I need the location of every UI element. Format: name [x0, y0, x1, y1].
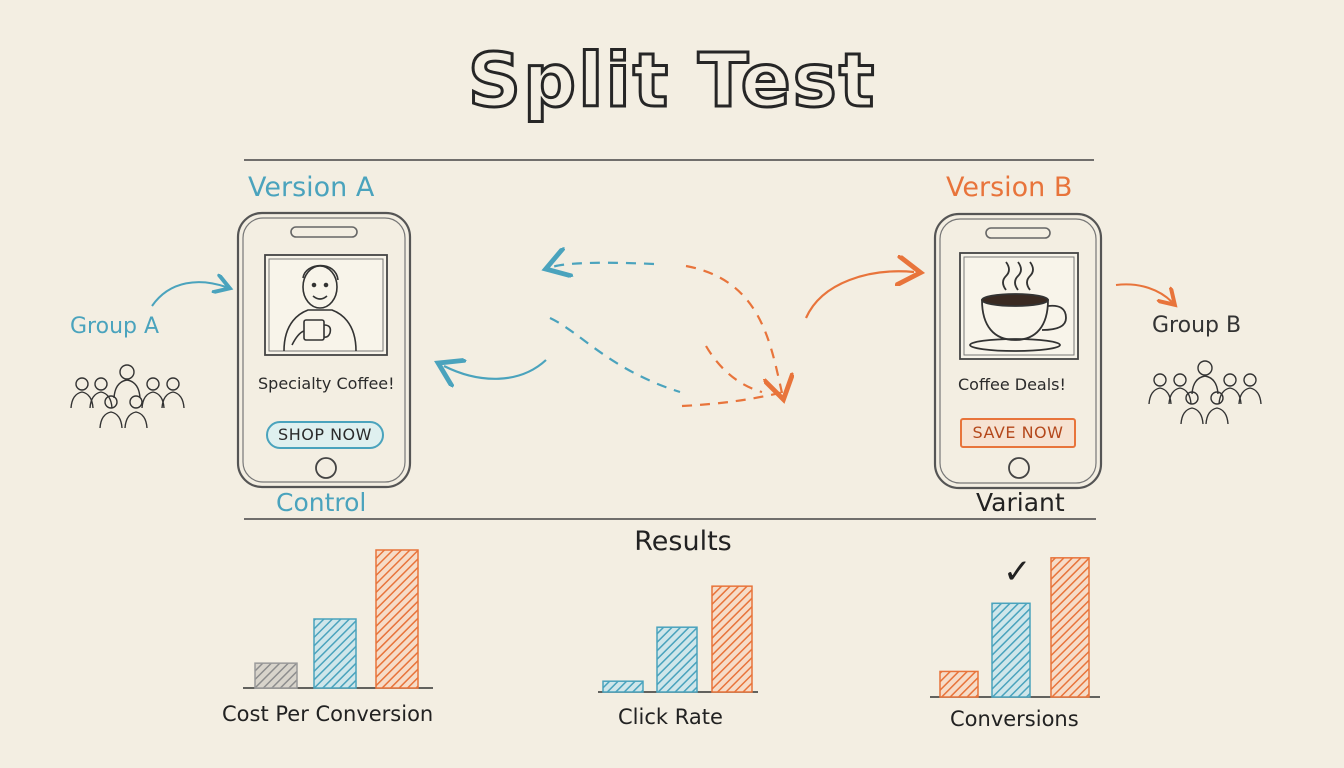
phone-a-headline: Specialty Coffee!: [258, 374, 395, 393]
chart-bar: [313, 618, 357, 689]
chart-title-conversions: Conversions: [950, 707, 1079, 731]
variant-label: Variant: [976, 488, 1065, 517]
orange-dashed-curve-lower: [705, 345, 763, 394]
phone-b: [933, 212, 1103, 490]
chart-bar: [656, 626, 698, 693]
chart-bar: [254, 662, 298, 689]
chart-title-cost-per-conversion: Cost Per Conversion: [222, 702, 434, 726]
chart-bar: [375, 549, 419, 689]
phone-a: [236, 211, 412, 489]
blue-dashed-curve-lower: [549, 317, 681, 394]
chart-bar: [939, 670, 979, 698]
chart-title-click-rate: Click Rate: [618, 705, 723, 729]
blue-dashed-curve: [552, 263, 655, 267]
group-a-arrow: [151, 282, 226, 307]
chart-bar: [711, 585, 753, 693]
chart-bar: [602, 680, 644, 693]
phone-b-headline: Coffee Deals!: [958, 375, 1066, 394]
shop-now-button[interactable]: SHOP NOW: [266, 421, 384, 449]
person-with-coffee-cup-illustration: [283, 264, 357, 352]
group-b-arrow: [1115, 283, 1172, 302]
save-now-button[interactable]: SAVE NOW: [960, 418, 1076, 448]
results-charts: [243, 549, 1100, 698]
results-heading: Results: [634, 526, 732, 557]
group-a-label: Group A: [70, 314, 160, 339]
checkmark-icon: ✓: [1003, 552, 1032, 592]
control-label: Control: [276, 488, 367, 517]
page-title: Split Test: [466, 37, 877, 126]
version-a-heading: Version A: [248, 172, 375, 203]
blue-return-arrow: [444, 360, 547, 379]
orange-forward-arrow: [804, 271, 914, 319]
chart-bar: [991, 602, 1031, 698]
version-b-heading: Version B: [946, 172, 1073, 203]
people-group-icon: [1148, 360, 1262, 425]
steaming-coffee-cup-illustration: [969, 261, 1067, 352]
orange-dashed-curve: [685, 264, 782, 393]
people-group-icon: [70, 364, 185, 429]
orange-dashed-bottom: [681, 390, 785, 408]
chart-bar: [1050, 557, 1090, 698]
group-b-label: Group B: [1152, 313, 1242, 338]
